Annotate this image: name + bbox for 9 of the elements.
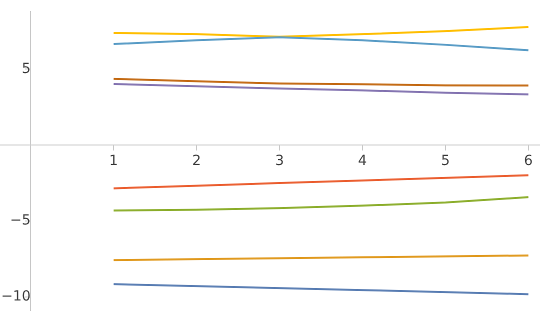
x-tick-label: 2 [192,153,202,170]
y-tick-label: −5 [10,212,31,229]
y-tick-label: 5 [22,60,31,77]
x-tick-label: 5 [440,153,450,170]
x-tick-label: 1 [109,153,118,170]
y-tick-label: −10 [1,288,31,305]
x-tick-label: 3 [275,153,284,170]
x-tick-label: 6 [524,153,533,170]
x-tick-label: 4 [358,153,368,170]
